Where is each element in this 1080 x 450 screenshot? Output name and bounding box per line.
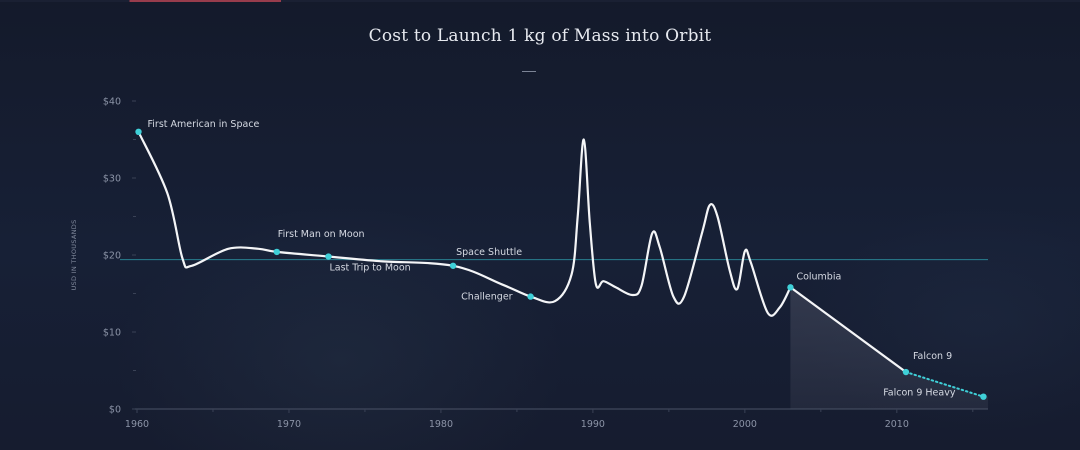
series-line-main (137, 130, 907, 374)
annotation-label-5: Columbia (796, 271, 841, 282)
annotation-label-1: First Man on Moon (278, 229, 365, 240)
x-tick-label-3: 1990 (581, 419, 605, 430)
annotation-label-7: Falcon 9 Heavy (883, 388, 956, 399)
data-point-marker-2 (325, 253, 332, 260)
y-axis-title: USD IN THOUSANDS (70, 219, 78, 290)
x-tick-label-2: 1980 (429, 419, 453, 430)
shaded-region-0 (790, 287, 988, 409)
y-tick-label-0: $0 (109, 405, 121, 416)
x-tick-label-1: 1970 (277, 419, 301, 430)
y-tick-label-2: $20 (103, 251, 121, 262)
data-point-marker-6 (902, 368, 910, 376)
x-tick-label-5: 2010 (885, 419, 909, 430)
annotation-label-0: First American in Space (148, 119, 260, 130)
annotation-label-6: Falcon 9 (913, 351, 952, 362)
y-tick-label-4: $40 (103, 97, 121, 108)
top-accent-bar (0, 0, 1080, 2)
title-divider (522, 71, 536, 72)
chart-title: Cost to Launch 1 kg of Mass into Orbit (368, 26, 712, 46)
data-point-marker-5 (787, 284, 794, 291)
annotation-label-2: Last Trip to Moon (329, 263, 410, 274)
annotation-label-4: Challenger (461, 292, 512, 303)
x-tick-label-0: 1960 (125, 419, 149, 430)
x-tick-label-4: 2000 (733, 419, 757, 430)
data-point-marker-3 (449, 262, 457, 269)
y-tick-label-1: $10 (103, 328, 121, 339)
y-tick-label-3: $30 (103, 174, 121, 185)
annotation-label-3: Space Shuttle (456, 247, 522, 258)
series-line-projection (904, 371, 985, 398)
data-point-marker-0 (135, 128, 142, 135)
data-point-marker-4 (527, 293, 534, 300)
data-point-marker-1 (273, 248, 281, 256)
data-point-marker-7 (980, 393, 987, 400)
